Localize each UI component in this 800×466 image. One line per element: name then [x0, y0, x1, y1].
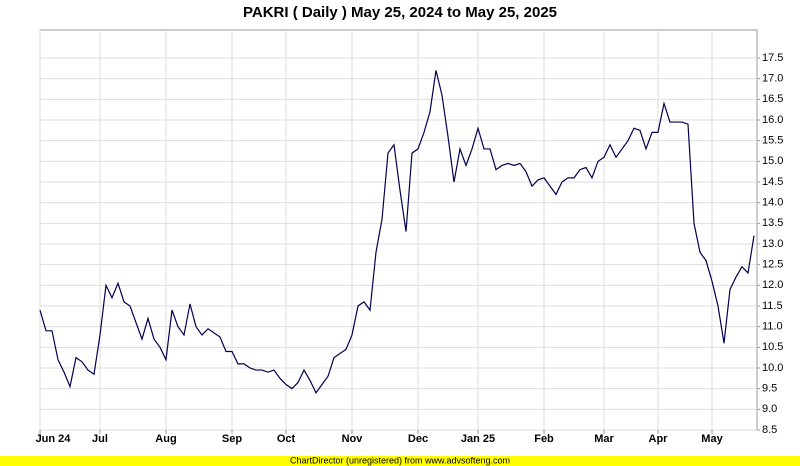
plot-area: [39, 29, 758, 431]
footer: ChartDirector (unregistered) from www.ad…: [290, 455, 510, 465]
x-tick-label: Apr: [649, 433, 669, 445]
y-tick-label: 13.0: [762, 238, 783, 250]
price-line: [39, 70, 755, 394]
x-tick-label: May: [701, 433, 723, 445]
x-tick-label: Nov: [342, 433, 364, 445]
y-tick-label: 16.5: [762, 93, 783, 105]
footer-bar: [0, 456, 800, 466]
x-tick-label: Jun 24: [36, 433, 72, 445]
y-tick-label: 13.5: [762, 217, 783, 229]
y-tick-label: 12.0: [762, 279, 783, 291]
y-tick-label: 14.5: [762, 176, 783, 188]
x-tick-label: Jul: [92, 433, 108, 445]
x-tick-label: Oct: [277, 433, 296, 445]
y-tick-label: 17.5: [762, 52, 783, 64]
y-tick-label: 10.5: [762, 341, 783, 353]
y-tick-label: 9.5: [762, 383, 777, 395]
y-tick-label: 17.0: [762, 73, 783, 85]
x-tick-label: Mar: [594, 433, 614, 445]
y-tick-label: 9.0: [762, 403, 777, 415]
y-tick-label: 11.0: [762, 321, 783, 333]
x-tick-label: Dec: [408, 433, 428, 445]
y-tick-label: 14.0: [762, 197, 783, 209]
x-tick-label: Sep: [222, 433, 242, 445]
x-tick-label: Aug: [155, 433, 176, 445]
y-tick-label: 12.5: [762, 259, 783, 271]
chart-title: PAKRI ( Daily ) May 25, 2024 to May 25, …: [243, 4, 557, 21]
x-tick-label: Feb: [534, 433, 554, 445]
x-tick-label: Jan 25: [461, 433, 495, 445]
y-tick-label: 15.0: [762, 155, 783, 167]
y-tick-label: 16.0: [762, 114, 783, 126]
y-tick-label: 11.5: [762, 300, 783, 312]
y-tick-label: 8.5: [762, 424, 777, 436]
y-tick-label: 10.0: [762, 362, 783, 374]
y-tick-label: 15.5: [762, 135, 783, 147]
